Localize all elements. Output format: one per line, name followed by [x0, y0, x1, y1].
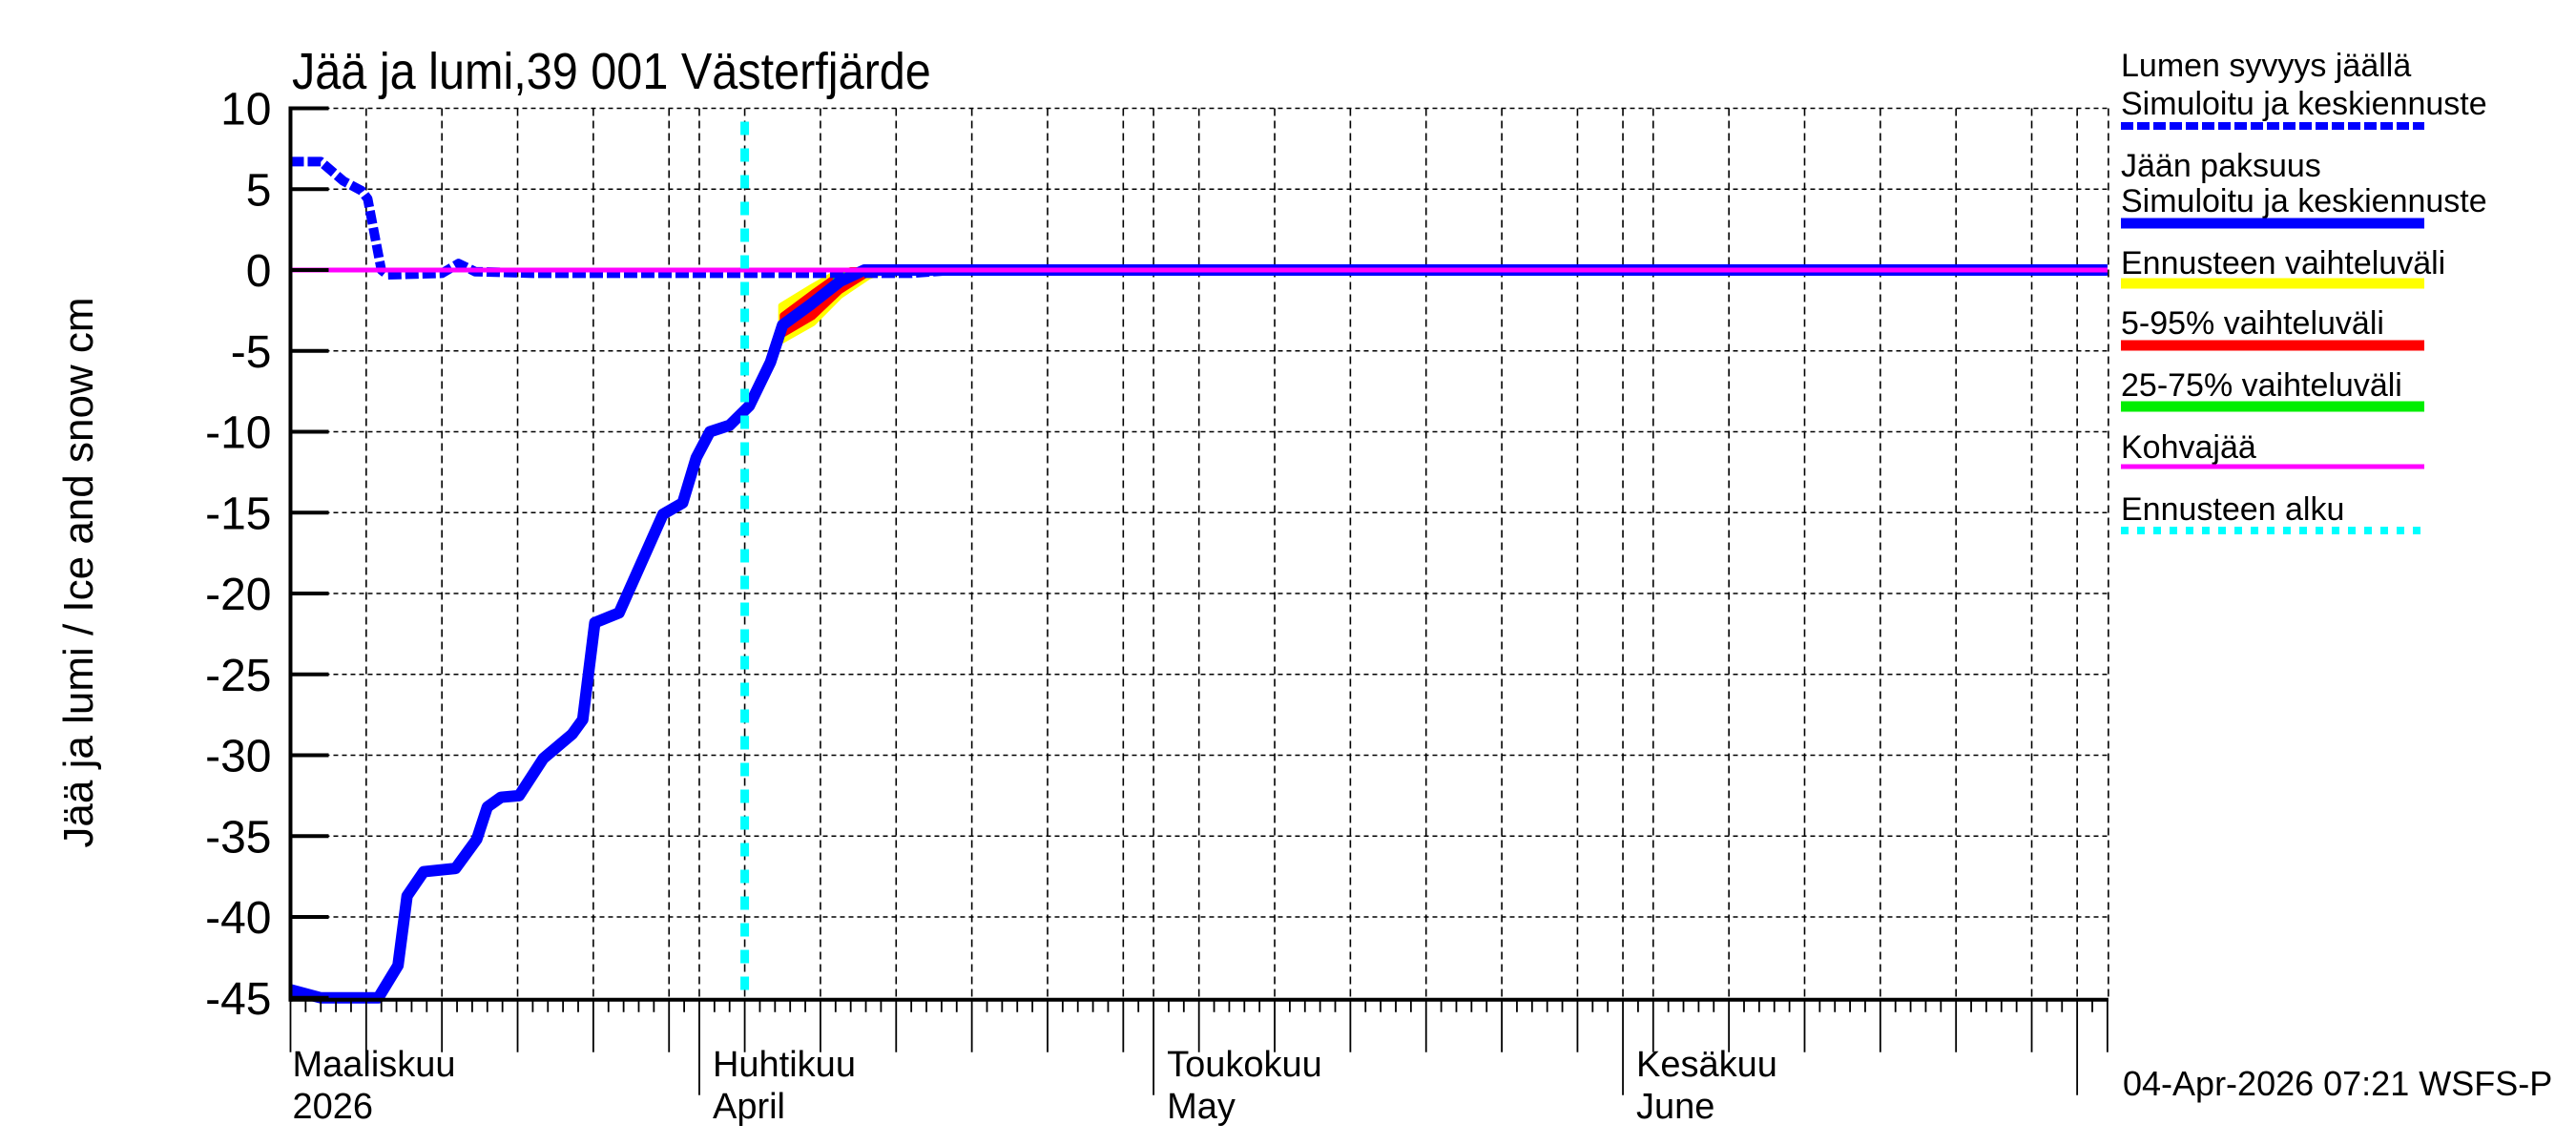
legend-label: Jään paksuus: [2121, 148, 2321, 184]
y-axis-label: Jää ja lumi / Ice and snow cm: [55, 297, 102, 847]
y-tick-label: -5: [231, 327, 272, 378]
legend-label: Lumen syvyys jäällä: [2121, 48, 2411, 84]
axes: 10 5 0 -5 -10 -15 -20 -25 -30 -35 -40 -45 Maaliskuu2…: [205, 85, 2109, 1127]
y-tick-label: -35: [205, 812, 271, 863]
month-label-en: May: [1167, 1087, 1236, 1127]
series-ice: [288, 264, 2108, 1004]
legend-label: Kohvajää: [2121, 429, 2256, 466]
legend-label: Ennusteen alku: [2121, 491, 2344, 528]
month-label: Kesäkuu: [1636, 1045, 1777, 1085]
legend-sublabel: Simuloitu ja keskiennuste: [2121, 183, 2487, 219]
y-tick-label: -20: [205, 570, 271, 620]
timestamp-footer: 04-Apr-2026 07:21 WSFS-P: [2123, 1064, 2552, 1103]
y-tick-label: 0: [246, 246, 272, 297]
month-label: Toukokuu: [1167, 1045, 1322, 1085]
y-tick-label: -15: [205, 489, 271, 539]
month-label-en: April: [713, 1087, 785, 1127]
grid-lines: [290, 107, 2109, 1000]
y-tick-label: -40: [205, 893, 271, 944]
y-tick-label: -10: [205, 408, 271, 459]
y-tick-label: -25: [205, 651, 271, 701]
month-label: Maaliskuu: [292, 1045, 455, 1085]
legend-sublabel: Simuloitu ja keskiennuste: [2121, 86, 2487, 122]
legend-label: Ennusteen vaihteluväli: [2121, 245, 2445, 281]
y-tick-label: -30: [205, 732, 271, 782]
chart-title: Jää ja lumi,39 001 Västerfjärde: [292, 42, 931, 100]
month-label: Huhtikuu: [713, 1045, 856, 1085]
y-tick-label: -45: [205, 974, 271, 1025]
data-series: [288, 121, 2108, 1004]
month-label-en: June: [1636, 1087, 1714, 1127]
y-tick-label: 10: [220, 85, 271, 135]
legend-label: 5-95% vaihteluväli: [2121, 305, 2384, 342]
legend-label: 25-75% vaihteluväli: [2121, 367, 2402, 404]
month-label-en: 2026: [292, 1087, 373, 1127]
y-tick-label: 5: [246, 165, 272, 216]
